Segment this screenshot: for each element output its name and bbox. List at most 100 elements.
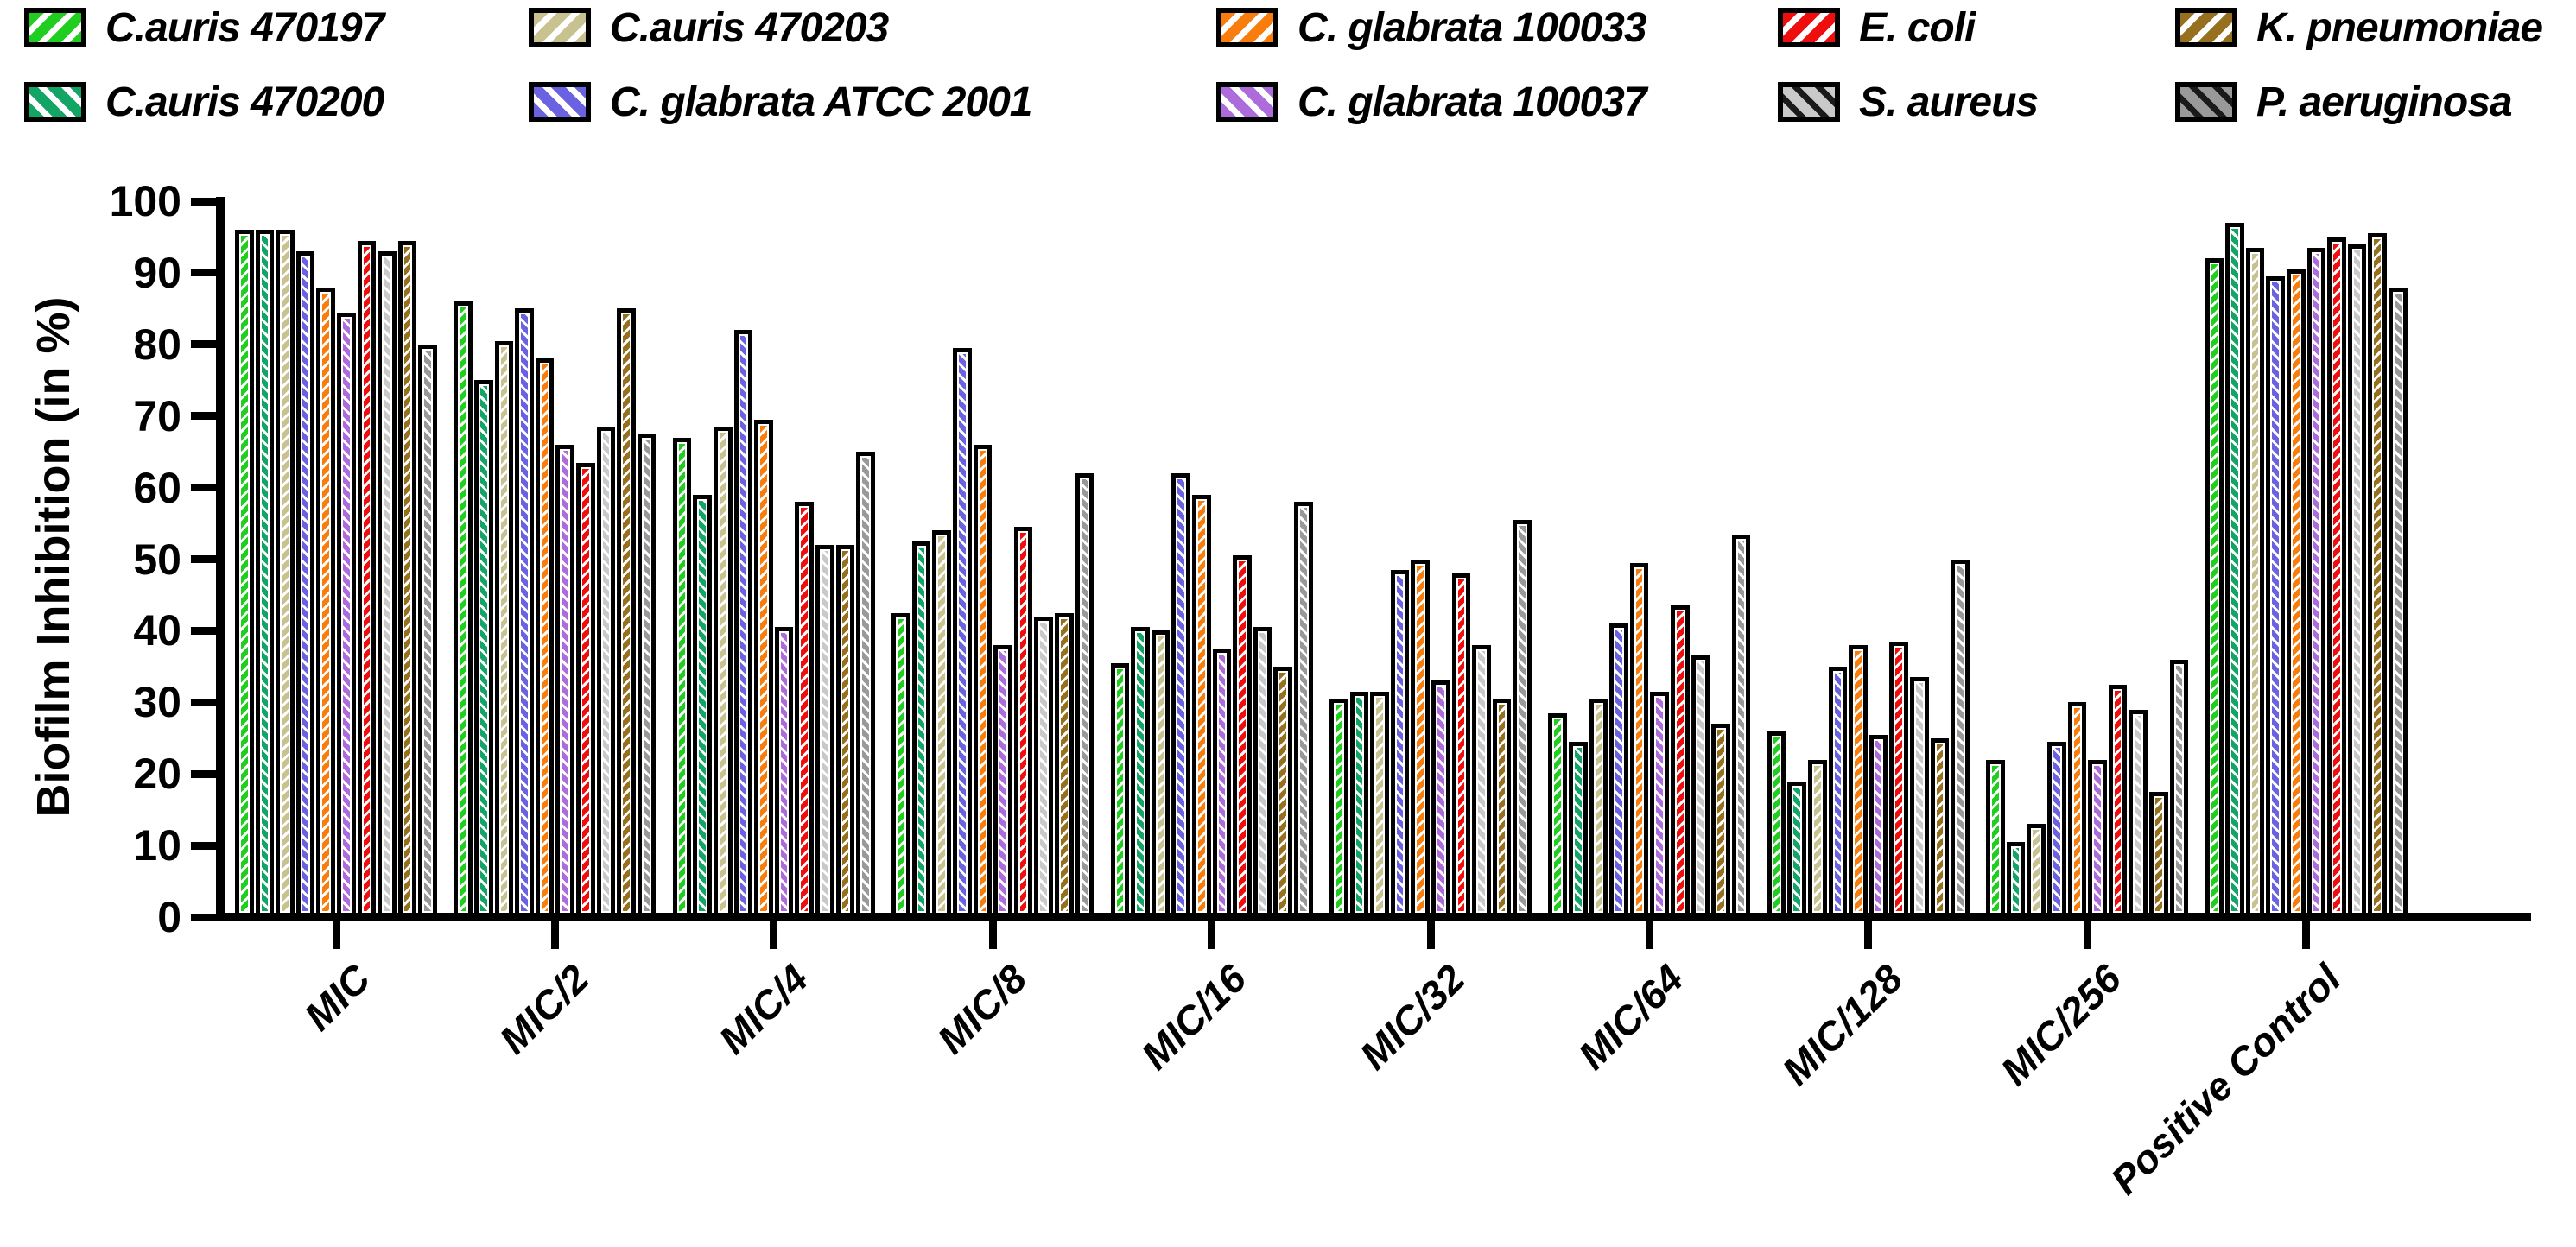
bar-fill (1717, 730, 1724, 911)
bar (1691, 655, 1710, 917)
bar (357, 240, 377, 917)
bar (835, 544, 855, 917)
bar-fill (562, 450, 568, 911)
bar-group-mic-2 (454, 301, 657, 917)
bar (2067, 702, 2087, 917)
bar (637, 434, 657, 917)
bar (2347, 244, 2367, 917)
bar (255, 230, 275, 917)
bar-fill (282, 236, 289, 911)
x-axis-line (216, 913, 2531, 921)
bar (1986, 759, 2005, 917)
bar (891, 612, 910, 917)
x-tick-mark (1426, 921, 1435, 949)
bar-fill (1793, 787, 1800, 911)
bar-fill (581, 468, 589, 911)
bar-fill (1081, 479, 1088, 911)
bar (1013, 527, 1033, 917)
bar (2225, 222, 2244, 917)
bar (1787, 781, 1806, 917)
bar (1349, 691, 1369, 917)
legend-item: C. glabrata ATCC 2001 (529, 79, 1032, 125)
x-tick-mark (770, 921, 778, 949)
bar-fill (521, 314, 528, 911)
y-tick-label: 90 (133, 248, 181, 297)
bar-fill (2175, 665, 2183, 911)
legend-swatch-icon (1778, 8, 1840, 47)
bar (2046, 741, 2066, 917)
bar-fill (1498, 705, 1506, 911)
bar-fill (1336, 705, 1342, 911)
y-tick-label: 0 (157, 893, 181, 941)
bar (295, 251, 315, 917)
bar (774, 627, 794, 917)
bar (1273, 666, 1292, 917)
legend-item: C. glabrata 100033 (1216, 5, 1647, 51)
legend-item: S. aureus (1778, 79, 2039, 125)
bar (1513, 519, 1532, 917)
bar-fill (241, 236, 248, 911)
bar (815, 544, 834, 917)
legend-label: C. glabrata 100037 (1298, 79, 1647, 125)
bar-fill (1060, 618, 1068, 911)
bar-fill (363, 246, 371, 911)
bar (911, 541, 931, 917)
bar-fill (1040, 622, 1047, 911)
bar-fill (1656, 697, 1663, 911)
bar-fill (261, 236, 269, 911)
bar-fill (541, 364, 549, 911)
bar (2306, 247, 2326, 917)
bar-fill (1813, 765, 1821, 911)
bar-fill (1417, 565, 1424, 911)
legend-label: S. aureus (1859, 79, 2039, 125)
bar-fill (2012, 848, 2020, 911)
bar-fill (1992, 765, 1999, 911)
legend-item: C.auris 470200 (24, 79, 384, 125)
bar (2129, 709, 2148, 917)
bar (1889, 641, 1908, 917)
bar-fill (2073, 708, 2081, 911)
y-axis-line (216, 197, 225, 921)
legend-label: C.auris 470200 (105, 79, 384, 125)
bar-fill (2231, 228, 2238, 911)
bar (2148, 791, 2168, 917)
bar-fill (1936, 744, 1944, 911)
bar (473, 380, 493, 917)
bar-fill (1376, 697, 1383, 911)
y-tick-label: 60 (133, 463, 181, 512)
x-tick-mark (1864, 921, 1873, 949)
bar-group-mic-64 (1548, 534, 1751, 917)
legend-swatch-icon (1216, 82, 1278, 122)
x-tick-mark (1645, 921, 1653, 949)
bar-fill (917, 547, 925, 911)
y-tick-mark (191, 698, 216, 706)
legend-item: C.auris 470203 (529, 5, 889, 51)
bar (1212, 649, 1232, 917)
bar-fill (1279, 672, 1286, 911)
bar-fill (678, 443, 686, 911)
bar (1909, 677, 1929, 917)
bar (1589, 699, 1608, 917)
bar (795, 502, 814, 917)
bar (1370, 691, 1389, 917)
bar (713, 427, 733, 917)
bar-fill (780, 633, 788, 911)
bar-fill (2135, 715, 2141, 911)
bar (596, 427, 616, 917)
legend-label: C. glabrata ATCC 2001 (610, 79, 1032, 125)
bar-fill (862, 458, 869, 911)
bar-fill (602, 433, 610, 911)
bar (1731, 534, 1751, 917)
y-tick-mark (191, 269, 216, 277)
bar (2027, 824, 2046, 917)
bar (733, 330, 753, 917)
legend-swatch-icon (1778, 82, 1840, 122)
y-tick-mark (191, 626, 216, 635)
bar (276, 230, 295, 917)
bar (1075, 473, 1094, 917)
bar (1431, 680, 1450, 917)
bar-fill (1239, 561, 1246, 911)
bar-fill (841, 550, 849, 911)
bar-fill (1957, 565, 1964, 911)
bar (1828, 666, 1848, 917)
